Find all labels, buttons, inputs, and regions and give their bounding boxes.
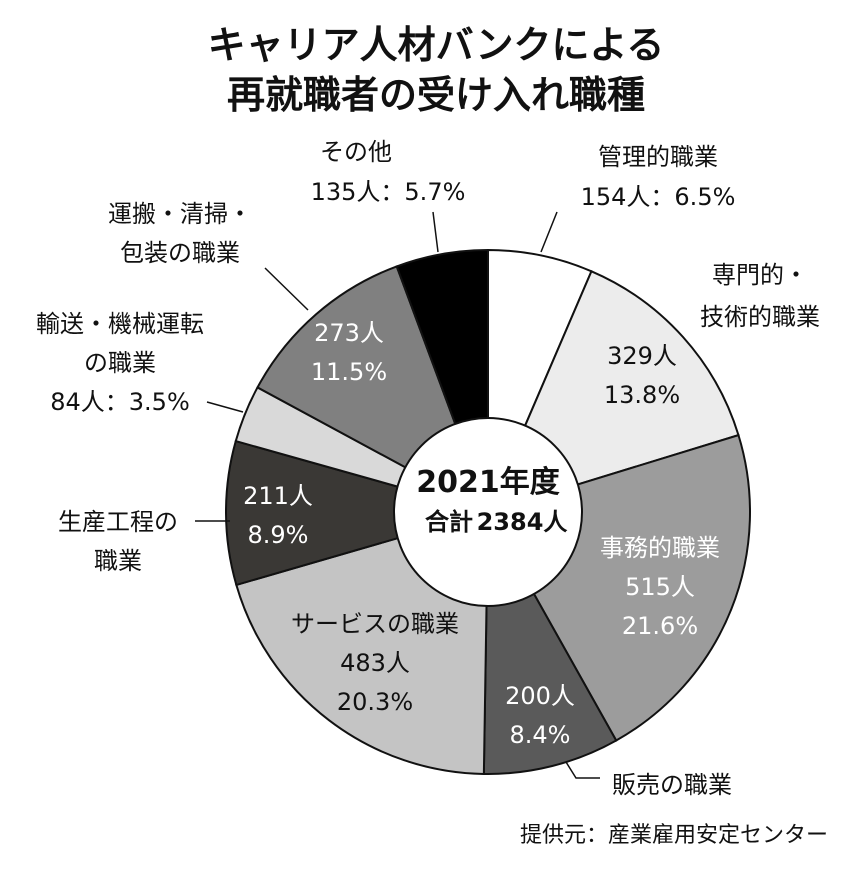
label-service-count: 483人 — [340, 649, 410, 677]
label-other-name: その他 — [320, 138, 392, 166]
chart-title-line-2: 再就職者の受け入れ職種 — [227, 73, 645, 117]
label-production-name-1: 生産工程の — [58, 508, 178, 536]
leader-lines — [195, 211, 600, 779]
label-production-name-2: 職業 — [94, 547, 142, 575]
label-service-percent: 20.3% — [337, 688, 413, 716]
label-clerical-count: 515人 — [625, 573, 695, 601]
label-professional-count: 329人 — [607, 342, 677, 370]
label-production-percent: 8.9% — [248, 521, 309, 549]
label-professional-name-2: 技術的職業 — [700, 303, 820, 331]
label-sales-name: 販売の職業 — [612, 771, 732, 799]
label-transport-name-1: 輸送・機械運転 — [36, 310, 204, 338]
label-production-count: 211人 — [243, 482, 313, 510]
label-professional-percent: 13.8% — [604, 381, 680, 409]
leader-transport — [206, 401, 244, 413]
label-clerical-percent: 21.6% — [622, 612, 698, 640]
center-total-value: 2384人 — [477, 508, 568, 536]
label-professional-name-1: 専門的・ — [712, 261, 808, 289]
source-note: 提供元：産業雇用安定センター — [520, 823, 828, 848]
pie-slice-production — [225, 439, 492, 587]
label-cleaning-name-2: 包装の職業 — [120, 239, 240, 267]
donut-hole — [393, 417, 583, 607]
label-other-value: 135人：5.7% — [311, 178, 466, 206]
label-management-value: 154人：6.5% — [581, 183, 736, 211]
label-clerical-name: 事務的職業 — [600, 534, 720, 562]
label-cleaning-name-1: 運搬・清掃・ — [108, 200, 252, 228]
label-cleaning-count: 273人 — [314, 319, 384, 347]
chart-title-line-1: キャリア人材バンクによる — [208, 23, 665, 67]
center-year: 2021年度 — [416, 465, 560, 500]
label-sales-count: 200人 — [505, 682, 575, 710]
label-sales-percent: 8.4% — [510, 721, 571, 749]
leader-other — [432, 211, 439, 253]
label-service-name: サービスの職業 — [291, 610, 459, 638]
leader-sales — [565, 761, 600, 779]
leader-cleaning — [264, 267, 309, 311]
label-management-name: 管理的職業 — [598, 143, 718, 171]
leader-management — [540, 211, 558, 253]
label-cleaning-percent: 11.5% — [311, 358, 387, 386]
center-total-label: 合計 — [425, 508, 473, 536]
slice-labels: 管理的職業 154人：6.5% 専門的・ 技術的職業 329人 13.8% 事務… — [36, 138, 820, 799]
label-transport-value: 84人：3.5% — [50, 388, 190, 416]
label-transport-name-2: の職業 — [84, 349, 156, 377]
